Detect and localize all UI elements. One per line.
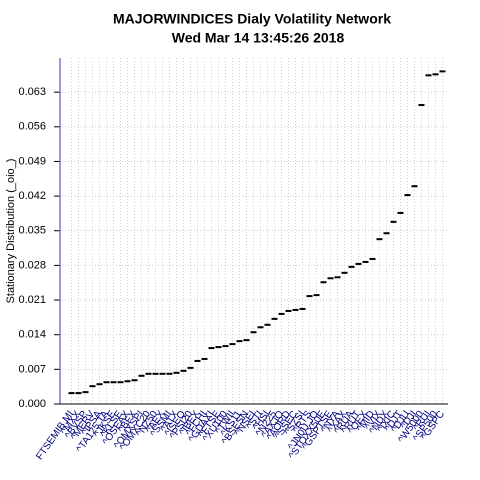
point bbox=[152, 372, 159, 375]
point bbox=[201, 357, 208, 360]
point bbox=[425, 74, 432, 77]
y-tick-label: 0.028 bbox=[18, 259, 46, 271]
y-tick-label: 0.035 bbox=[18, 225, 46, 237]
point bbox=[131, 379, 138, 382]
point bbox=[369, 257, 376, 260]
chart-title: MAJORWINDICES Dialy Volatility Network bbox=[113, 11, 391, 27]
point bbox=[439, 70, 446, 73]
point bbox=[173, 371, 180, 374]
point bbox=[124, 380, 131, 383]
point bbox=[285, 309, 292, 312]
point bbox=[236, 340, 243, 343]
point bbox=[68, 392, 75, 395]
point bbox=[222, 345, 229, 348]
y-tick-label: 0.049 bbox=[18, 155, 46, 167]
point bbox=[187, 366, 194, 369]
y-tick-label: 0.000 bbox=[18, 398, 46, 410]
point bbox=[362, 260, 369, 263]
point bbox=[117, 381, 124, 384]
point bbox=[229, 343, 236, 346]
point bbox=[145, 372, 152, 375]
point bbox=[299, 307, 306, 310]
y-tick-label: 0.014 bbox=[18, 329, 46, 341]
point bbox=[334, 276, 341, 279]
point bbox=[166, 372, 173, 375]
point bbox=[313, 294, 320, 297]
point bbox=[292, 308, 299, 311]
y-tick-label: 0.063 bbox=[18, 86, 46, 98]
point bbox=[257, 326, 264, 329]
point bbox=[103, 381, 110, 384]
point bbox=[138, 374, 145, 377]
point bbox=[397, 211, 404, 214]
point bbox=[89, 385, 96, 388]
point bbox=[243, 339, 250, 342]
point bbox=[75, 392, 82, 395]
point bbox=[180, 369, 187, 372]
point bbox=[208, 347, 215, 350]
point bbox=[96, 383, 103, 386]
point bbox=[348, 265, 355, 268]
point bbox=[250, 331, 257, 334]
point bbox=[355, 262, 362, 265]
point bbox=[327, 277, 334, 280]
point bbox=[390, 220, 397, 223]
point bbox=[110, 381, 117, 384]
point bbox=[264, 323, 271, 326]
point bbox=[271, 317, 278, 320]
point bbox=[215, 346, 222, 349]
point bbox=[320, 281, 327, 284]
point bbox=[82, 391, 89, 394]
y-tick-label: 0.021 bbox=[18, 294, 46, 306]
y-tick-label: 0.007 bbox=[18, 363, 46, 375]
y-tick-label: 0.042 bbox=[18, 190, 46, 202]
point bbox=[278, 312, 285, 315]
point bbox=[194, 359, 201, 362]
point bbox=[432, 73, 439, 76]
y-axis-label: Stationary Distribution (_oio_) bbox=[5, 159, 17, 304]
point bbox=[418, 104, 425, 107]
point bbox=[411, 185, 418, 188]
point bbox=[376, 238, 383, 241]
point bbox=[404, 194, 411, 197]
point bbox=[383, 232, 390, 235]
chart-subtitle: Wed Mar 14 13:45:26 2018 bbox=[172, 30, 345, 46]
point bbox=[159, 372, 166, 375]
point bbox=[306, 295, 313, 298]
point bbox=[341, 271, 348, 274]
y-tick-label: 0.056 bbox=[18, 121, 46, 133]
